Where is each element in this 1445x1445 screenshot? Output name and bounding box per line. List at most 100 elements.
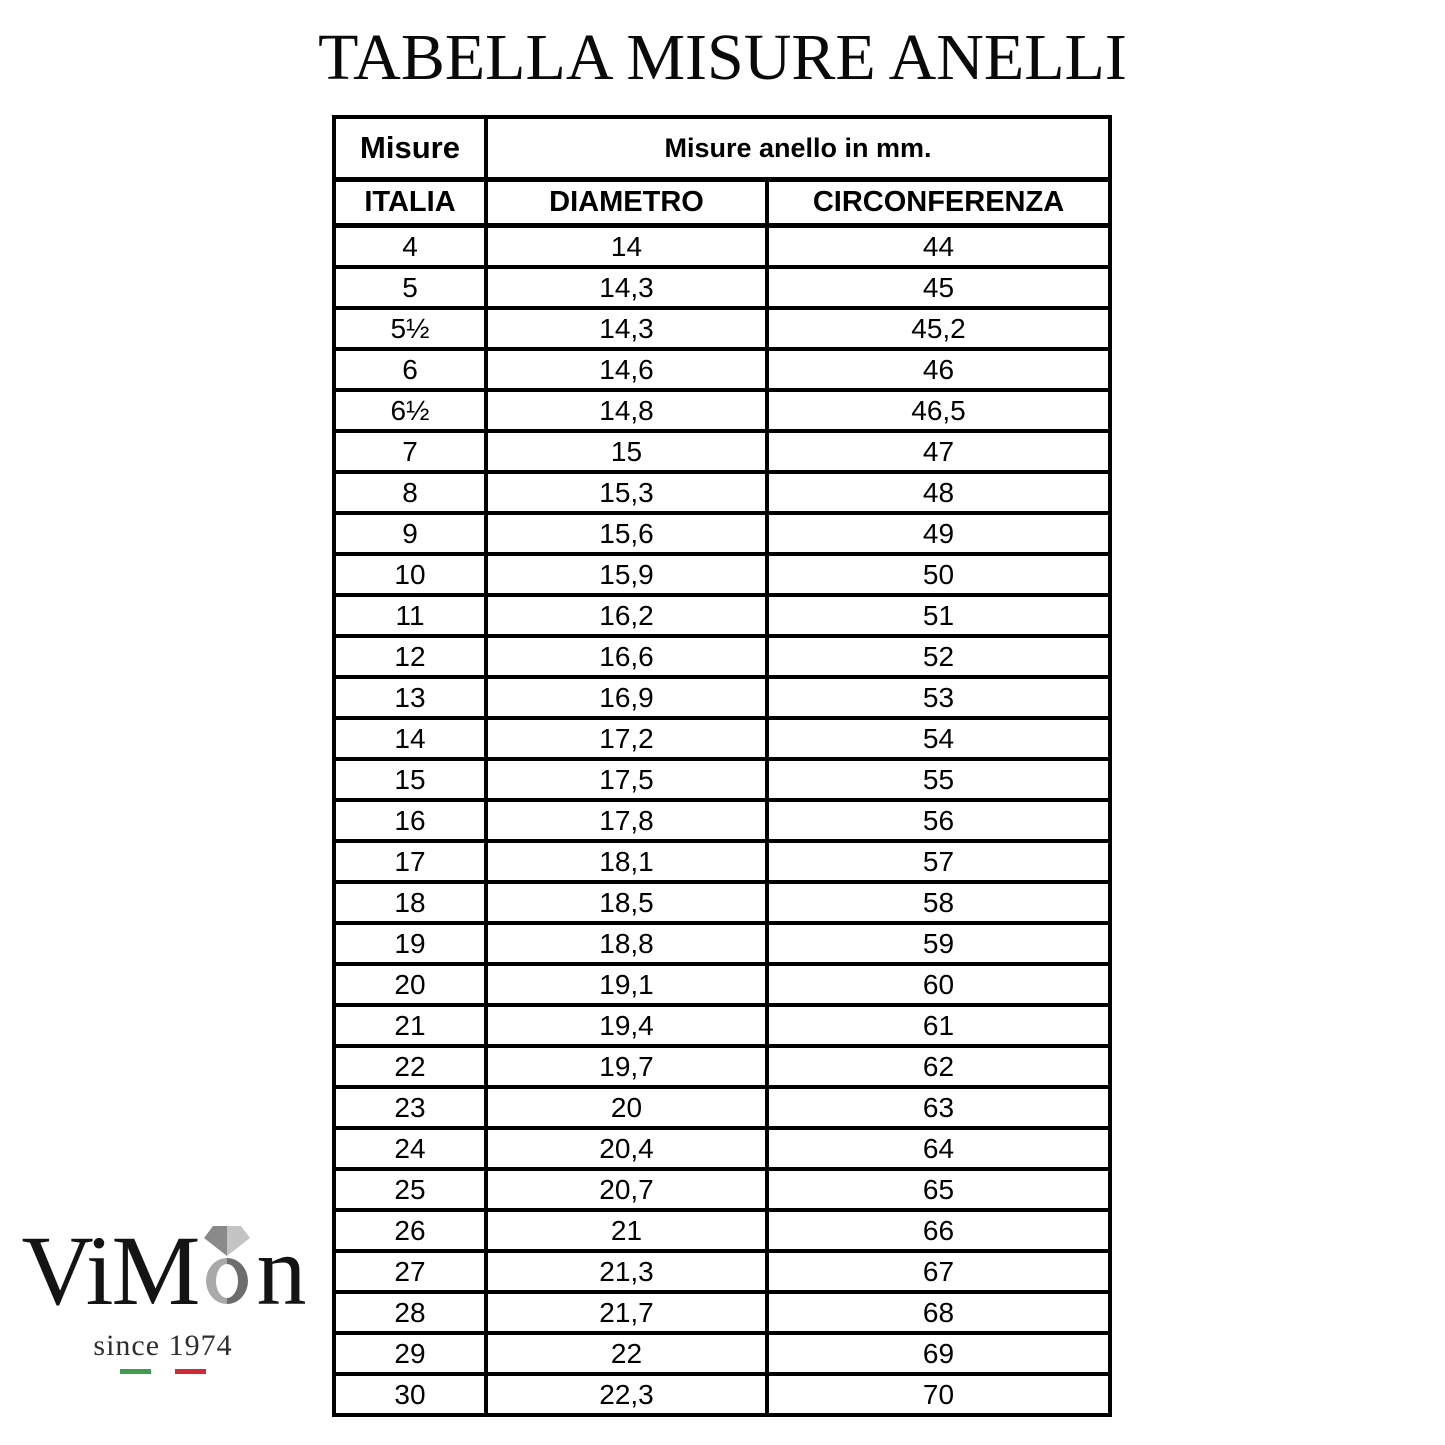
table-row: 15 17,5 55 (332, 757, 1112, 802)
cell-italia: 27 (332, 1249, 488, 1294)
cell-circonferenza: 57 (765, 839, 1112, 884)
table-row: 19 18,8 59 (332, 921, 1112, 966)
table-header-row: Misure Misure anello in mm. (332, 115, 1112, 182)
table-row: 11 16,2 51 (332, 593, 1112, 638)
cell-diametro: 14 (484, 223, 769, 269)
subheader-circonferenza: CIRCONFERENZA (765, 177, 1112, 228)
cell-diametro: 14,3 (484, 306, 769, 351)
cell-circonferenza: 45 (765, 265, 1112, 310)
cell-circonferenza: 58 (765, 880, 1112, 925)
cell-diametro: 15,9 (484, 552, 769, 597)
cell-circonferenza: 62 (765, 1044, 1112, 1089)
brand-tagline: since 1974 (93, 1329, 233, 1362)
table-row: 29 22 69 (332, 1331, 1112, 1376)
table-row: 8 15,3 48 (332, 470, 1112, 515)
cell-circonferenza: 68 (765, 1290, 1112, 1335)
cell-italia: 13 (332, 675, 488, 720)
ring-band-right (227, 1258, 249, 1304)
cell-diametro: 20 (484, 1085, 769, 1130)
cell-circonferenza: 66 (765, 1208, 1112, 1253)
italian-flag-bars (12, 1369, 314, 1374)
table-row: 14 17,2 54 (332, 716, 1112, 761)
cell-diametro: 18,1 (484, 839, 769, 884)
cell-circonferenza: 52 (765, 634, 1112, 679)
table-row: 24 20,4 64 (332, 1126, 1112, 1171)
table-row: 10 15,9 50 (332, 552, 1112, 597)
cell-italia: 23 (332, 1085, 488, 1130)
cell-diametro: 22,3 (484, 1372, 769, 1417)
table-row: 20 19,1 60 (332, 962, 1112, 1007)
flag-bar-red (175, 1369, 206, 1374)
cell-italia: 10 (332, 552, 488, 597)
cell-diametro: 15,3 (484, 470, 769, 515)
cell-italia: 6½ (332, 388, 488, 433)
cell-italia: 19 (332, 921, 488, 966)
table-subheader-row: ITALIA DIAMETRO CIRCONFERENZA (332, 177, 1112, 228)
cell-italia: 20 (332, 962, 488, 1007)
cell-italia: 6 (332, 347, 488, 392)
table-row: 5 14,3 45 (332, 265, 1112, 310)
cell-italia: 14 (332, 716, 488, 761)
brand-text-prefix: ViM (21, 1215, 201, 1326)
table-row: 4 14 44 (332, 223, 1112, 269)
brand-text-suffix: n (256, 1215, 306, 1326)
cell-circonferenza: 44 (765, 223, 1112, 269)
cell-diametro: 18,8 (484, 921, 769, 966)
table-row: 16 17,8 56 (332, 798, 1112, 843)
cell-italia: 9 (332, 511, 488, 556)
cell-italia: 15 (332, 757, 488, 802)
cell-circonferenza: 50 (765, 552, 1112, 597)
table-row: 12 16,6 52 (332, 634, 1112, 679)
cell-circonferenza: 60 (765, 962, 1112, 1007)
cell-italia: 21 (332, 1003, 488, 1048)
flag-bar-green (120, 1369, 151, 1374)
cell-italia: 16 (332, 798, 488, 843)
cell-circonferenza: 56 (765, 798, 1112, 843)
header-misure: Misure (332, 115, 488, 182)
cell-diametro: 16,9 (484, 675, 769, 720)
table-row: 22 19,7 62 (332, 1044, 1112, 1089)
cell-italia: 25 (332, 1167, 488, 1212)
cell-circonferenza: 55 (765, 757, 1112, 802)
cell-diametro: 14,6 (484, 347, 769, 392)
cell-circonferenza: 70 (765, 1372, 1112, 1417)
table-row: 28 21,7 68 (332, 1290, 1112, 1335)
table-row: 18 18,5 58 (332, 880, 1112, 925)
cell-italia: 8 (332, 470, 488, 515)
cell-diametro: 15 (484, 429, 769, 474)
ring-with-diamond-icon (204, 1226, 251, 1304)
page-title: TABELLA MISURE ANELLI (318, 21, 1127, 94)
cell-italia: 26 (332, 1208, 488, 1253)
cell-diametro: 19,7 (484, 1044, 769, 1089)
ring-size-table: Misure Misure anello in mm. ITALIA DIAME… (332, 115, 1112, 1417)
cell-diametro: 19,4 (484, 1003, 769, 1048)
cell-circonferenza: 67 (765, 1249, 1112, 1294)
table-row: 21 19,4 61 (332, 1003, 1112, 1048)
cell-diametro: 17,2 (484, 716, 769, 761)
table-row: 5½ 14,3 45,2 (332, 306, 1112, 351)
cell-circonferenza: 59 (765, 921, 1112, 966)
cell-circonferenza: 63 (765, 1085, 1112, 1130)
cell-circonferenza: 51 (765, 593, 1112, 638)
cell-diametro: 17,8 (484, 798, 769, 843)
table-row: 13 16,9 53 (332, 675, 1112, 720)
cell-italia: 30 (332, 1372, 488, 1417)
subheader-italia: ITALIA (332, 177, 488, 228)
cell-diametro: 22 (484, 1331, 769, 1376)
cell-circonferenza: 61 (765, 1003, 1112, 1048)
cell-italia: 17 (332, 839, 488, 884)
cell-circonferenza: 49 (765, 511, 1112, 556)
cell-italia: 12 (332, 634, 488, 679)
diamond-facet-left (204, 1226, 228, 1256)
cell-diametro: 16,6 (484, 634, 769, 679)
table-row: 9 15,6 49 (332, 511, 1112, 556)
cell-circonferenza: 65 (765, 1167, 1112, 1212)
cell-italia: 22 (332, 1044, 488, 1089)
cell-italia: 29 (332, 1331, 488, 1376)
subheader-diametro: DIAMETRO (484, 177, 769, 228)
cell-circonferenza: 46,5 (765, 388, 1112, 433)
table-row: 27 21,3 67 (332, 1249, 1112, 1294)
cell-circonferenza: 64 (765, 1126, 1112, 1171)
cell-italia: 11 (332, 593, 488, 638)
brand-wordmark: ViM n (12, 1220, 314, 1321)
